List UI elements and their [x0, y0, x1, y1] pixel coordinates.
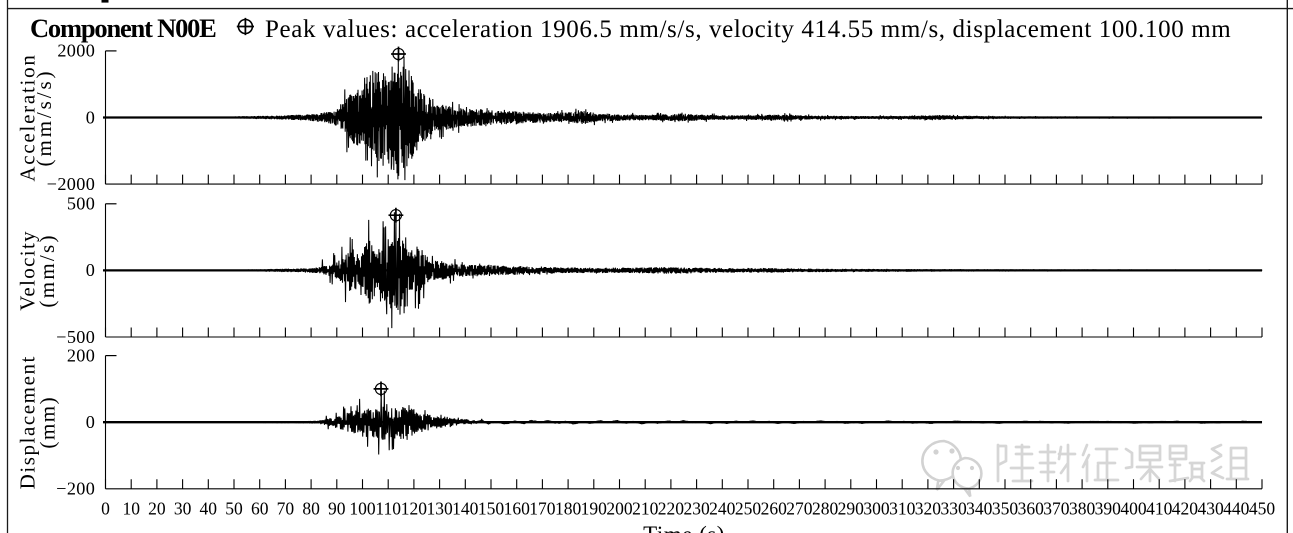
svg-text:440: 440: [1223, 499, 1250, 519]
svg-text:−500: −500: [56, 327, 95, 347]
svg-text:350: 350: [992, 499, 1019, 519]
svg-text:380: 380: [1069, 499, 1096, 519]
svg-text:500: 500: [67, 194, 95, 214]
svg-text:10: 10: [122, 499, 140, 519]
svg-text:50: 50: [225, 499, 243, 519]
svg-text:390: 390: [1095, 499, 1122, 519]
svg-text:430: 430: [1197, 499, 1224, 519]
svg-text:Acceleration: Acceleration: [16, 53, 40, 181]
svg-text:100: 100: [349, 499, 376, 519]
svg-text:220: 220: [658, 499, 685, 519]
svg-text:0: 0: [86, 412, 96, 432]
svg-text:−200: −200: [56, 479, 95, 499]
svg-text:120: 120: [401, 499, 428, 519]
svg-text:300: 300: [863, 499, 890, 519]
svg-text:60: 60: [251, 499, 269, 519]
svg-text:330: 330: [940, 499, 967, 519]
svg-text:450: 450: [1249, 499, 1276, 519]
svg-text:30: 30: [174, 499, 192, 519]
svg-text:Time (s): Time (s): [643, 522, 725, 533]
svg-text:150: 150: [478, 499, 505, 519]
svg-text:Displacement: Displacement: [16, 355, 40, 489]
svg-text:210: 210: [632, 499, 659, 519]
svg-text:250: 250: [735, 499, 762, 519]
svg-text:260: 260: [761, 499, 788, 519]
svg-text:70: 70: [277, 499, 295, 519]
svg-text:−2000: −2000: [47, 174, 96, 194]
svg-text:20: 20: [148, 499, 166, 519]
svg-text:270: 270: [786, 499, 813, 519]
svg-text:230: 230: [683, 499, 710, 519]
svg-text:360: 360: [1018, 499, 1045, 519]
svg-text:140: 140: [452, 499, 479, 519]
svg-text:180: 180: [555, 499, 582, 519]
svg-text:130: 130: [426, 499, 453, 519]
svg-text:40: 40: [200, 499, 218, 519]
svg-text:0: 0: [86, 260, 96, 280]
svg-text:280: 280: [812, 499, 839, 519]
svg-text:110: 110: [375, 499, 401, 519]
svg-text:Velocity: Velocity: [16, 230, 40, 311]
svg-text:(mm): (mm): [36, 396, 60, 449]
svg-text:80: 80: [302, 499, 320, 519]
svg-text:240: 240: [709, 499, 736, 519]
svg-text:Component N00E: Component N00E: [30, 13, 216, 43]
svg-text:160: 160: [504, 499, 531, 519]
svg-text:200: 200: [606, 499, 633, 519]
svg-text:170: 170: [529, 499, 556, 519]
svg-text:400: 400: [1120, 499, 1147, 519]
svg-text:90: 90: [328, 499, 346, 519]
svg-text:290: 290: [838, 499, 865, 519]
svg-text:190: 190: [581, 499, 608, 519]
svg-text:(mm/s): (mm/s): [35, 233, 59, 307]
svg-text:200: 200: [67, 345, 95, 365]
svg-text:310: 310: [889, 499, 916, 519]
svg-text:2000: 2000: [57, 41, 95, 61]
svg-text:370: 370: [1043, 499, 1070, 519]
svg-text:0: 0: [101, 499, 110, 519]
svg-text:Peak values: acceleration 1906: Peak values: acceleration 1906.5 mm/s/s,…: [265, 16, 1231, 43]
svg-text:420: 420: [1172, 499, 1199, 519]
svg-text:320: 320: [915, 499, 942, 519]
svg-text:(mm/s/s): (mm/s/s): [32, 69, 56, 167]
svg-text:410: 410: [1146, 499, 1173, 519]
svg-text:340: 340: [966, 499, 993, 519]
svg-text:0: 0: [86, 107, 96, 127]
